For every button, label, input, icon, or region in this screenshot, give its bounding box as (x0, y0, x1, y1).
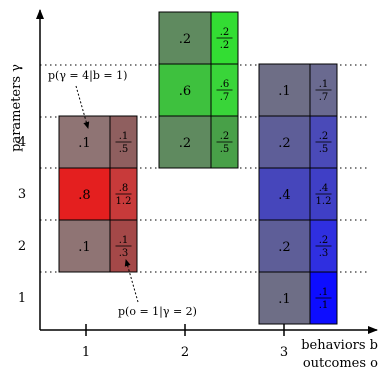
cell-b3-gamma3: .4 .4 1.2 (258, 167, 338, 221)
fraction-denominator: .7 (319, 92, 329, 103)
fraction-numerator: .6 (220, 79, 230, 90)
cell-main (258, 271, 311, 325)
fraction-numerator: .1 (119, 235, 129, 246)
cell-main (158, 115, 212, 169)
fraction-denominator: .5 (319, 144, 329, 155)
y-tick-label-2: 2 (18, 239, 26, 254)
fraction-numerator: .2 (220, 131, 230, 142)
cell-prob-label: .2 (179, 32, 191, 47)
annotation-bottom: p(o = 1|γ = 2) (118, 305, 197, 319)
cell-b3-gamma4: .2 .2 .5 (258, 115, 338, 169)
cell-prob-label: .2 (278, 240, 290, 255)
fraction-denominator: 1.2 (316, 196, 332, 207)
fraction-numerator: .8 (119, 183, 129, 194)
cell-prob-label: .1 (278, 84, 290, 99)
x-tick-label-3: 3 (280, 345, 288, 360)
fraction-denominator: 1.2 (116, 196, 132, 207)
cell-b1-gamma2: .1 .1 .3 (58, 219, 138, 273)
cell-main (158, 11, 212, 65)
fraction-numerator: .2 (220, 27, 230, 38)
fraction-numerator: .4 (319, 183, 329, 194)
y-tick-label-1: 1 (18, 291, 26, 306)
fraction-denominator: .3 (319, 248, 329, 259)
fraction-denominator: .3 (119, 248, 129, 259)
fraction-denominator: .1 (319, 300, 329, 311)
cell-prob-label: .1 (278, 292, 290, 307)
cell-b3-gamma2: .2 .2 .3 (258, 219, 338, 273)
y-axis-label: parameters γ (9, 64, 24, 152)
x-tick-label-1: 1 (82, 345, 90, 360)
cell-b1-gamma4: .1 .1 .5 (58, 115, 138, 169)
cell-b1-gamma3: .8 .8 1.2 (58, 167, 138, 221)
fraction-denominator: .2 (220, 40, 230, 51)
cell-main (58, 219, 111, 273)
x-ticks (85, 324, 285, 336)
fraction-denominator: .7 (220, 92, 230, 103)
y-tick-label-3: 3 (18, 187, 26, 202)
fraction-denominator: .5 (119, 144, 129, 155)
cell-b3-gamma1: .1 .1 .1 (258, 271, 338, 325)
fraction-numerator: .2 (319, 131, 329, 142)
probability-cells: .1 .1 .5 .8 .8 1.2 .1 .1 .3 .2 .2 .2 .6 .6 .7 .2 .2 .5 .1.… (58, 11, 338, 325)
cell-prob-label: .8 (78, 188, 90, 203)
cell-prob-label: .2 (278, 136, 290, 151)
x-tick-label-2: 2 (181, 345, 189, 360)
fraction-numerator: .1 (319, 79, 329, 90)
cell-b3-gamma5: .1 .1 .7 (258, 63, 338, 117)
annotation-bottom-arrow (124, 259, 139, 303)
annotation-top-arrow (75, 85, 90, 129)
cell-prob-label: .4 (278, 188, 290, 203)
x-axis-label-outcomes: outcomes o (303, 356, 378, 371)
cell-prob-label: .2 (179, 136, 191, 151)
fraction-numerator: .1 (119, 131, 129, 142)
annotation-top: p(γ = 4|b = 1) (48, 69, 127, 83)
x-axis-label-behaviors: behaviors b (301, 338, 378, 353)
cell-main (258, 63, 311, 117)
fraction-numerator: .2 (319, 235, 329, 246)
cell-b2-gamma5: .6 .6 .7 (158, 63, 239, 117)
cell-b2-gamma4: .2 .2 .5 (158, 115, 239, 169)
cell-b2-gamma6: .2 .2 .2 (158, 11, 239, 65)
cell-main (158, 63, 212, 117)
fraction-numerator: .1 (319, 287, 329, 298)
fraction-denominator: .5 (220, 144, 230, 155)
cell-main (258, 167, 311, 221)
y-tick-label-4: 4 (18, 135, 26, 150)
cell-prob-label: .1 (78, 240, 90, 255)
cell-prob-label: .6 (179, 84, 191, 99)
cell-prob-label: .1 (78, 136, 90, 151)
